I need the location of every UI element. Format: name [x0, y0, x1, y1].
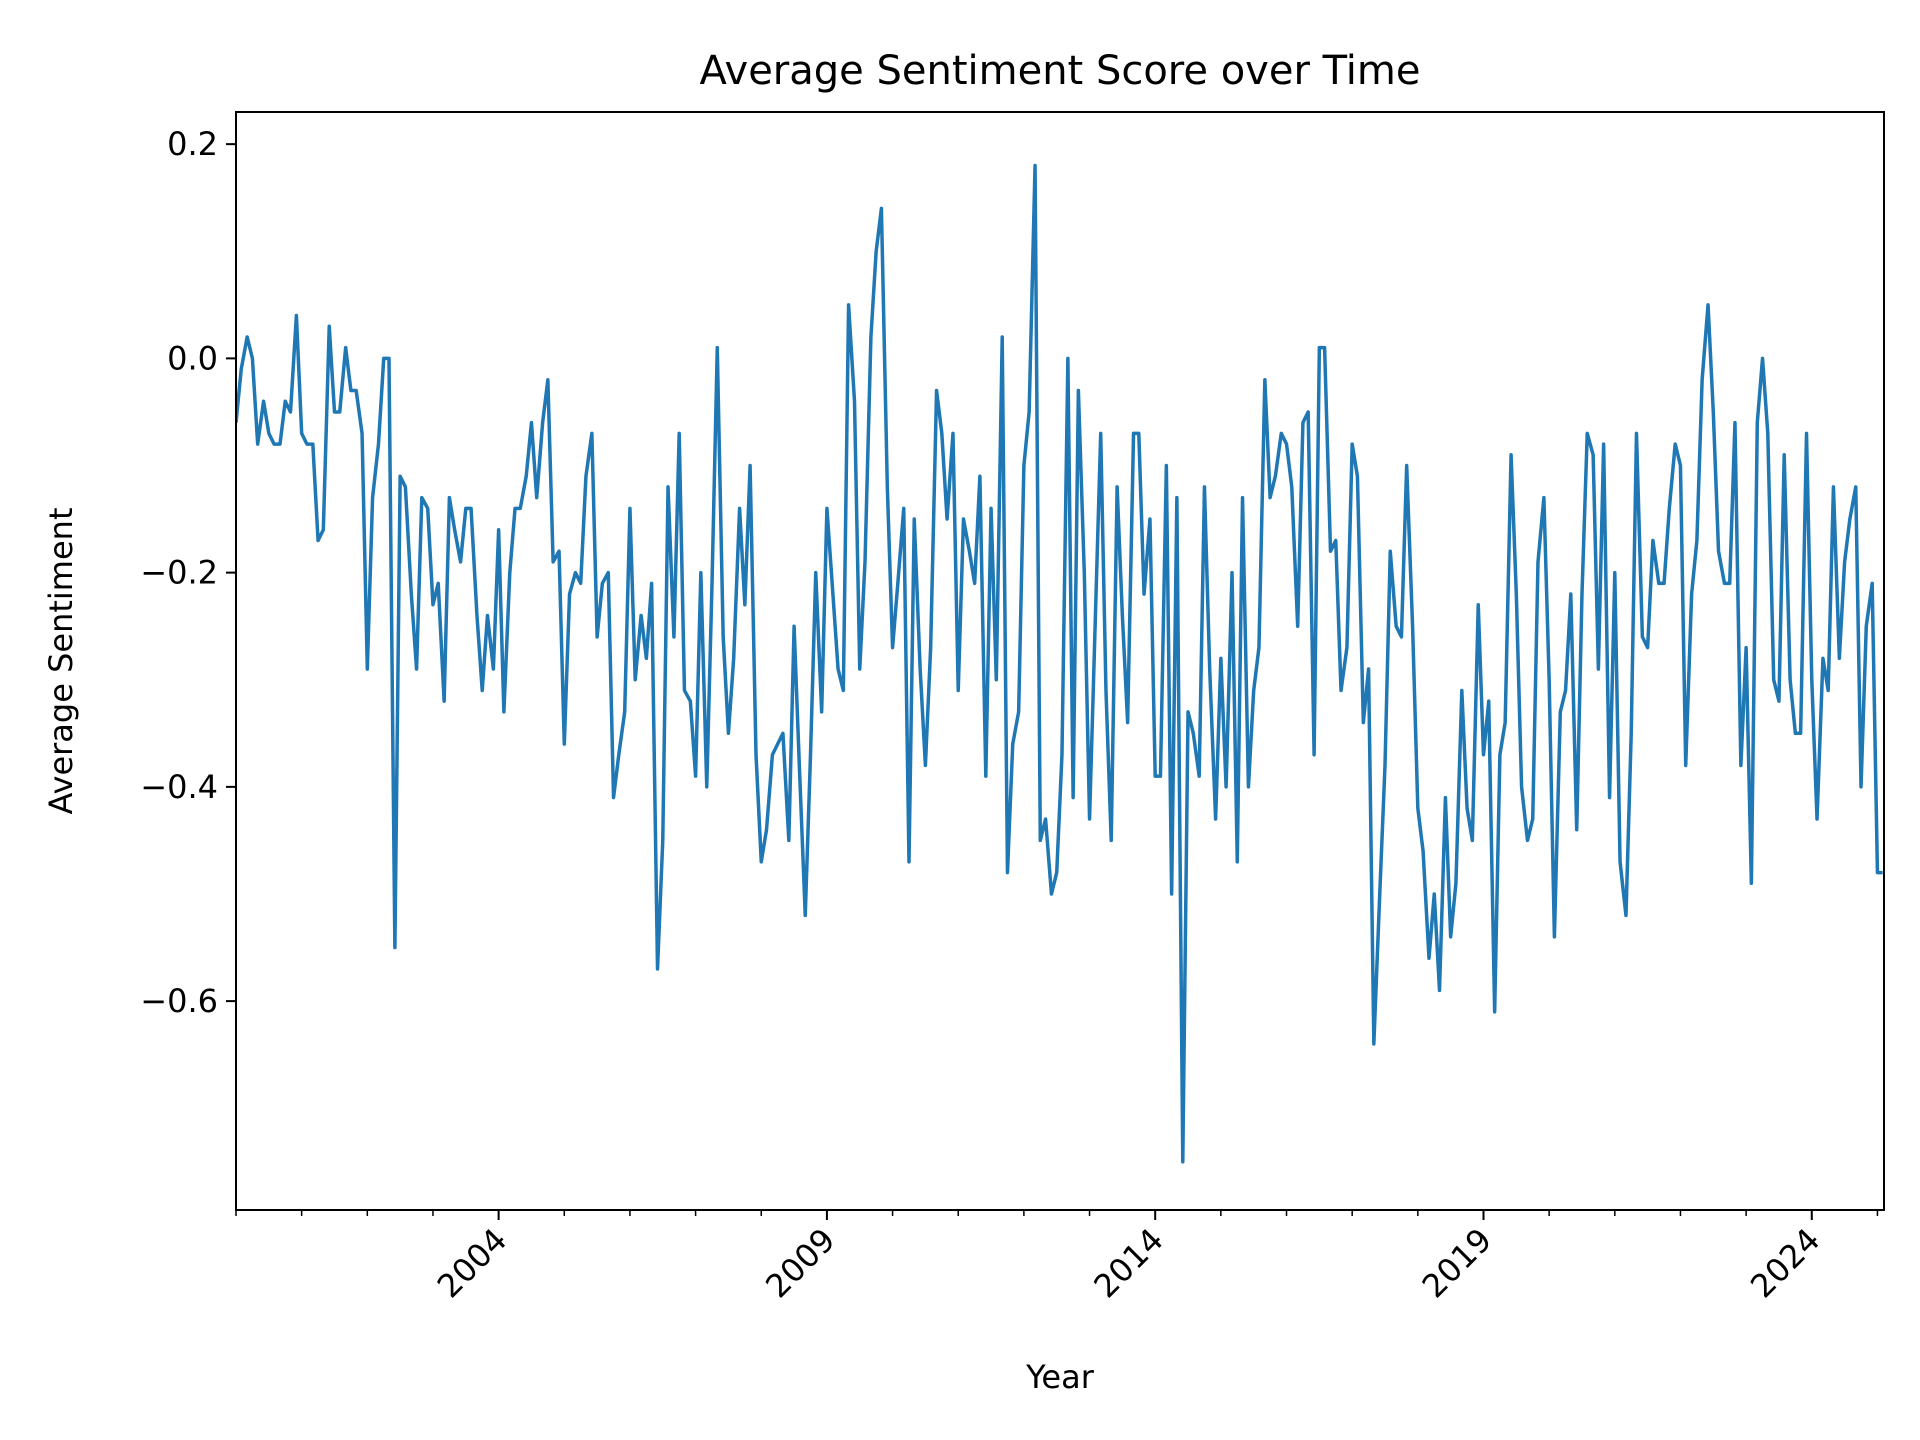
chart-title: Average Sentiment Score over Time [700, 48, 1421, 94]
y-tick-label: −0.6 [140, 982, 218, 1020]
y-tick-label: −0.2 [140, 554, 218, 592]
series-line [236, 163, 1883, 1164]
series-points [236, 165, 1883, 1162]
plot-frame [235, 111, 1885, 1211]
plot-area [236, 163, 1883, 1164]
y-axis-label: Average Sentiment [42, 508, 80, 815]
y-tick-label: 0.2 [167, 125, 218, 163]
x-axis-label: Year [1025, 1358, 1095, 1396]
y-axis: 0.2 0.0 −0.2 −0.4 −0.6 [140, 125, 236, 1020]
y-tick-label: −0.4 [140, 768, 218, 806]
y-tick-label: 0.0 [167, 339, 218, 377]
